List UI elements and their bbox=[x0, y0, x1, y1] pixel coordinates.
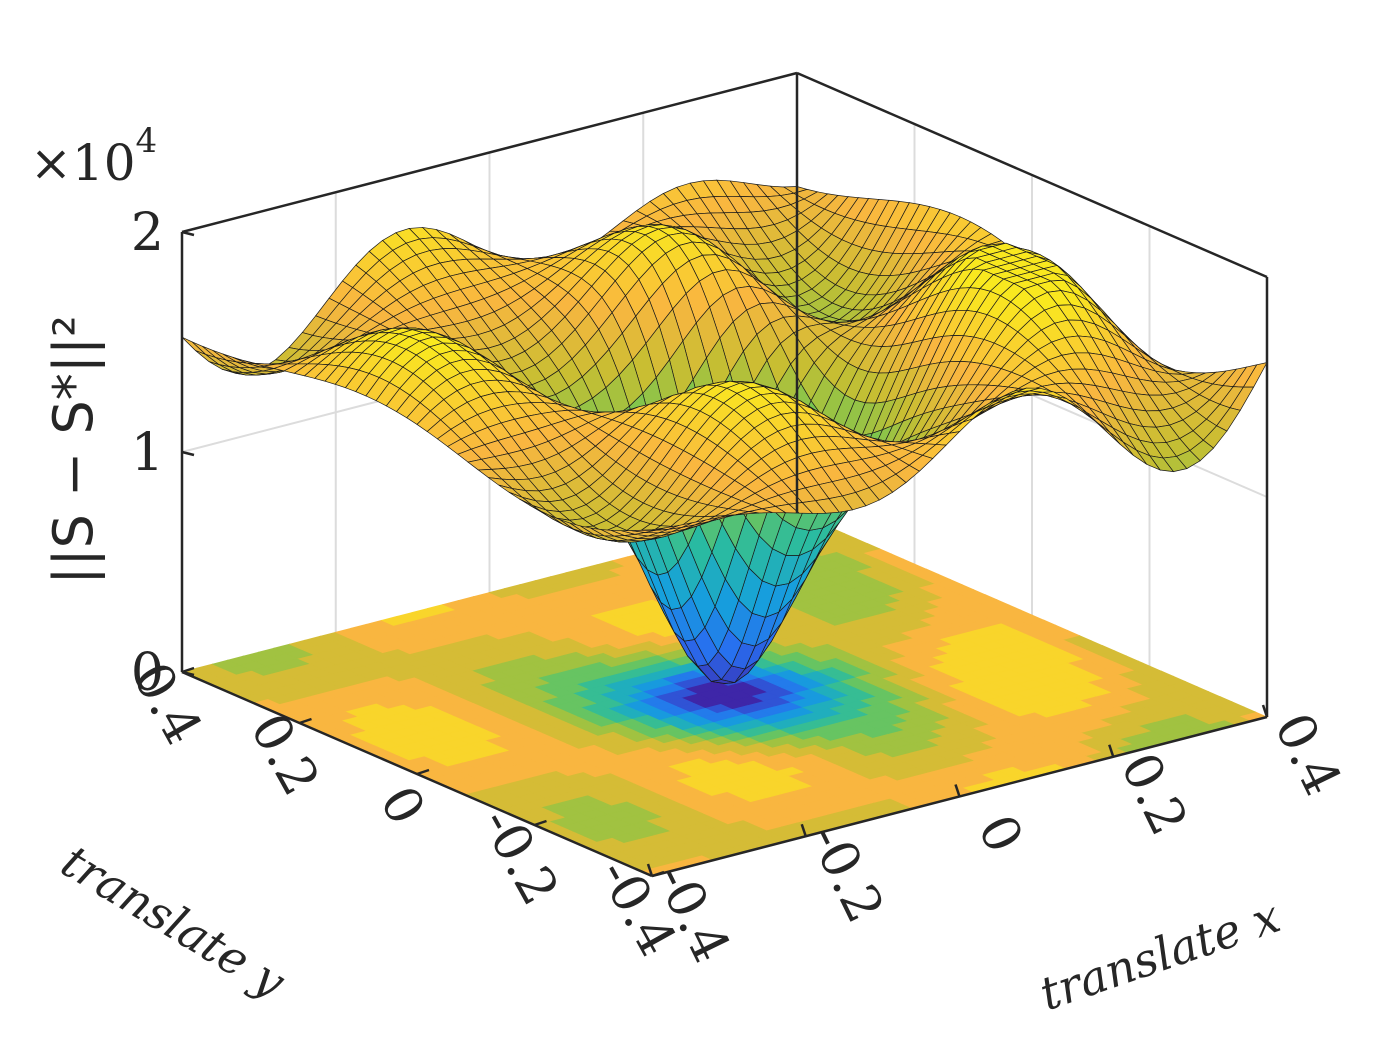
x-tick-label: 0.2 bbox=[1108, 744, 1198, 845]
y-tick bbox=[299, 717, 312, 725]
top-back-left-edge bbox=[181, 71, 798, 234]
z-multiplier-label: ×104 bbox=[30, 121, 157, 192]
y-tick-label: 0 bbox=[368, 777, 437, 835]
z-axis-label: ||S − S*||² bbox=[42, 315, 105, 585]
contour-projection bbox=[180, 512, 1269, 877]
x-tick bbox=[1261, 704, 1269, 718]
x-tick bbox=[646, 863, 654, 877]
x-tick bbox=[1108, 744, 1115, 758]
surface-facet bbox=[641, 527, 666, 531]
y-tick bbox=[534, 819, 547, 827]
z-tick bbox=[181, 450, 195, 457]
z-tick-label: 0 bbox=[131, 643, 164, 703]
y-tick bbox=[416, 768, 430, 776]
z-tick-label: 1 bbox=[131, 423, 164, 483]
x-tick bbox=[954, 784, 961, 797]
x-tick bbox=[800, 823, 807, 837]
y-axis-label: translate y bbox=[52, 834, 295, 1009]
x-tick-label: 0 bbox=[966, 806, 1034, 862]
y-tick bbox=[181, 666, 195, 674]
z-tick bbox=[181, 230, 195, 237]
x-tick-label: 0.4 bbox=[1262, 704, 1352, 805]
top-back-right-edge bbox=[796, 71, 1268, 279]
z-tick-label: 2 bbox=[131, 203, 164, 263]
y-tick bbox=[651, 870, 665, 878]
surface-mesh bbox=[181, 179, 1268, 685]
x-axis-label: translate x bbox=[1033, 889, 1287, 1021]
